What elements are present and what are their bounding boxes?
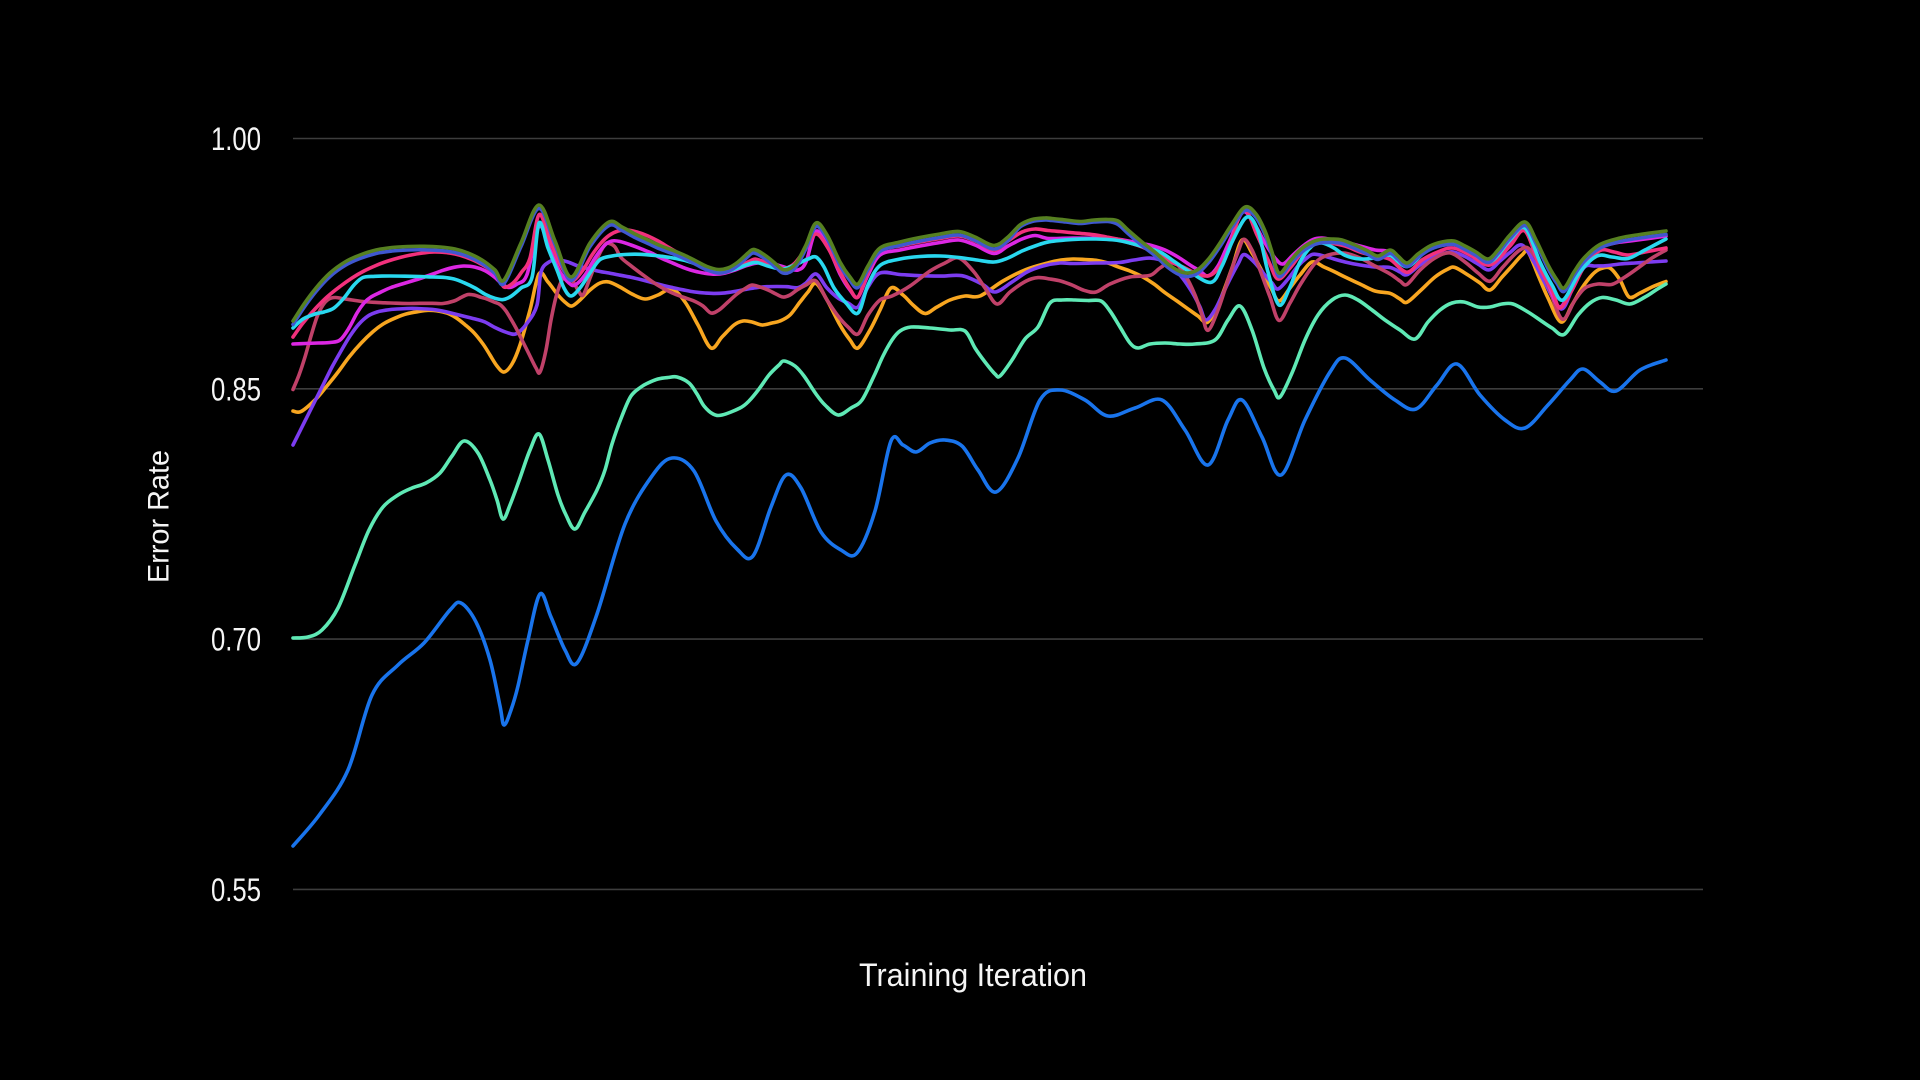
svg-text:0.70: 0.70 [211, 622, 261, 658]
svg-text:0.55: 0.55 [211, 872, 261, 908]
svg-text:0.85: 0.85 [211, 371, 261, 407]
svg-text:Training Iteration: Training Iteration [859, 957, 1087, 993]
svg-text:1.00: 1.00 [211, 121, 261, 157]
svg-text:Error Rate: Error Rate [143, 450, 176, 583]
